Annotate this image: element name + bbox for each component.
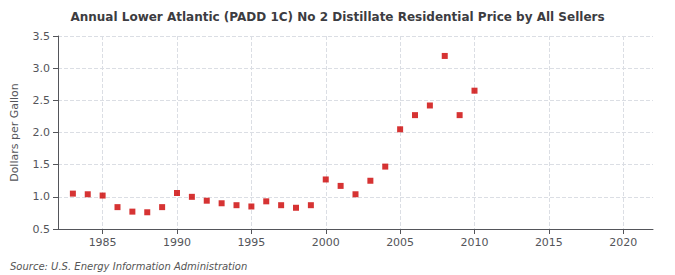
svg-text:Dollars per Gallon: Dollars per Gallon [8,83,21,182]
svg-text:3.0: 3.0 [33,62,51,75]
svg-text:Annual Lower Atlantic (PADD 1C: Annual Lower Atlantic (PADD 1C) No 2 Dis… [70,10,604,24]
svg-text:2.0: 2.0 [33,126,51,139]
svg-text:2015: 2015 [535,236,563,249]
svg-text:2005: 2005 [386,236,414,249]
svg-text:3.5: 3.5 [33,30,51,43]
svg-text:2.5: 2.5 [33,94,51,107]
svg-text:2010: 2010 [461,236,489,249]
svg-text:1.5: 1.5 [33,158,51,171]
svg-text:2020: 2020 [609,236,637,249]
svg-text:Source: U.S. Energy Informatio: Source: U.S. Energy Information Administ… [10,261,247,272]
svg-text:2000: 2000 [312,236,340,249]
svg-text:1990: 1990 [163,236,191,249]
svg-text:1.0: 1.0 [33,190,51,203]
svg-text:1985: 1985 [89,236,117,249]
svg-text:0.5: 0.5 [33,223,51,236]
svg-text:1995: 1995 [237,236,265,249]
